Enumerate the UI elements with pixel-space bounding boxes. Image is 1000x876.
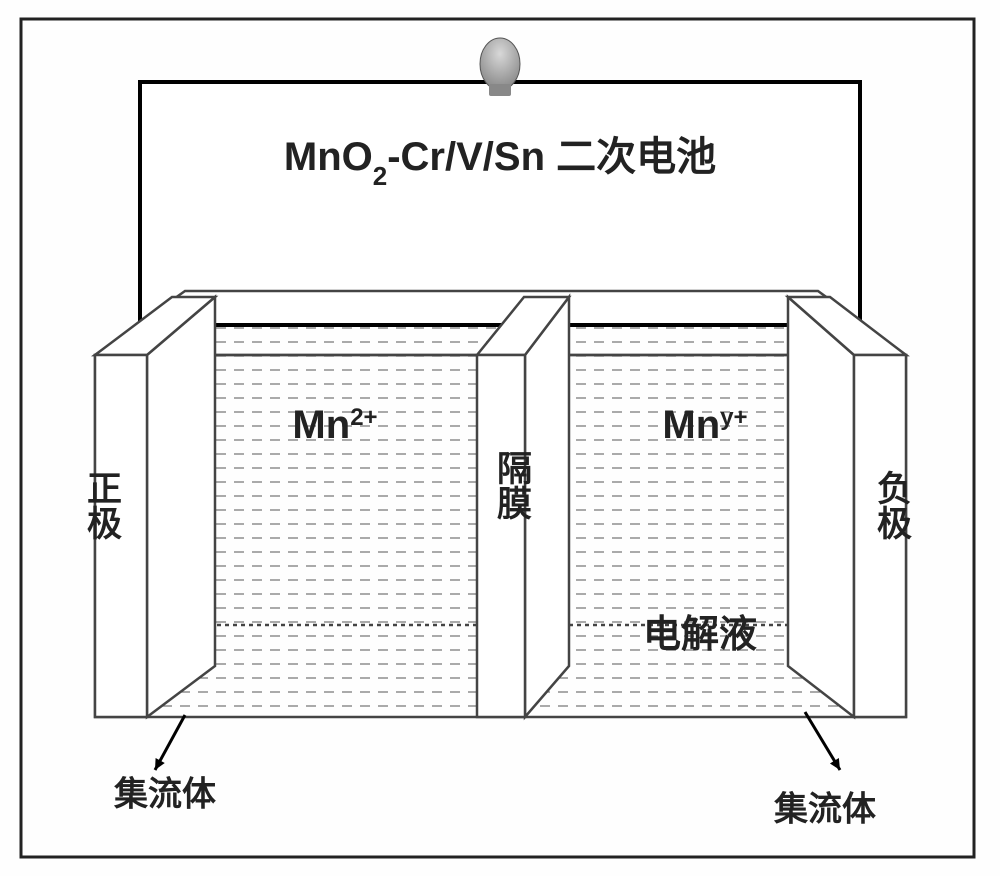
svg-text:Mny+: Mny+ — [662, 403, 747, 447]
collector-left-label: 集流体 — [114, 775, 216, 816]
separator-label: 隔膜 — [490, 450, 532, 520]
positive-electrode-label: 正极 — [80, 470, 122, 540]
negative-electrode-label: 负极 — [870, 470, 912, 540]
collector-right-label: 集流体 — [774, 790, 876, 831]
electrolyte-label: 电解液 — [643, 613, 757, 659]
